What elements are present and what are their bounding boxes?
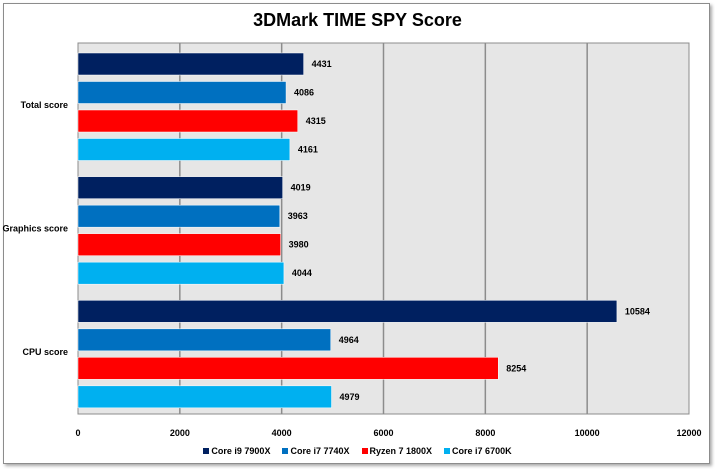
data-label: 4086 (294, 88, 314, 98)
category-label: Graphics score (2, 224, 68, 234)
x-tick-label: 12000 (676, 428, 701, 438)
legend-swatch (361, 448, 368, 454)
data-label: 3980 (289, 240, 309, 250)
category-label: Total score (21, 100, 68, 110)
legend-label: Ryzen 7 1800X (369, 446, 433, 456)
bar (77, 52, 304, 76)
x-tick-label: 6000 (373, 428, 393, 438)
data-label: 3963 (288, 211, 308, 221)
data-label: 4964 (339, 335, 359, 345)
bar (77, 176, 283, 199)
bar (77, 204, 281, 228)
data-label: 10584 (625, 306, 650, 316)
bar (77, 109, 298, 133)
bar (77, 138, 291, 161)
legend-label: Core i7 6700K (452, 446, 512, 456)
bar (77, 385, 332, 409)
legend: Core i9 7900X Core i7 7740X Ryzen 7 1800X C… (0, 446, 715, 456)
legend-swatch (282, 448, 289, 454)
legend-item: Core i7 7740X (282, 446, 350, 456)
legend-swatch (203, 448, 210, 454)
legend-label: Core i7 7740X (290, 446, 350, 456)
data-label: 4019 (291, 183, 311, 193)
x-tick-label: 0 (75, 428, 80, 438)
bar (77, 357, 499, 380)
legend-item: Ryzen 7 1800X (361, 446, 433, 456)
data-label: 8254 (506, 363, 526, 373)
data-label: 4044 (292, 268, 312, 278)
legend-swatch (444, 448, 451, 454)
data-label: 4431 (312, 59, 332, 69)
chart-title: 3DMark TIME SPY Score (253, 10, 462, 30)
x-tick-label: 2000 (170, 428, 190, 438)
data-label: 4315 (306, 116, 326, 126)
bar (77, 233, 281, 256)
x-tick-label: 10000 (575, 428, 600, 438)
data-label: 4161 (298, 145, 318, 155)
bar (77, 261, 285, 285)
bar (77, 81, 287, 104)
legend-label: Core i9 7900X (211, 446, 271, 456)
bar (77, 300, 618, 323)
category-label: CPU score (22, 347, 68, 357)
data-label: 4979 (340, 392, 360, 402)
bar (77, 328, 332, 352)
x-tick-label: 4000 (272, 428, 292, 438)
legend-item: Core i7 6700K (444, 446, 512, 456)
x-tick-label: 8000 (475, 428, 495, 438)
legend-item: Core i9 7900X (203, 446, 270, 456)
